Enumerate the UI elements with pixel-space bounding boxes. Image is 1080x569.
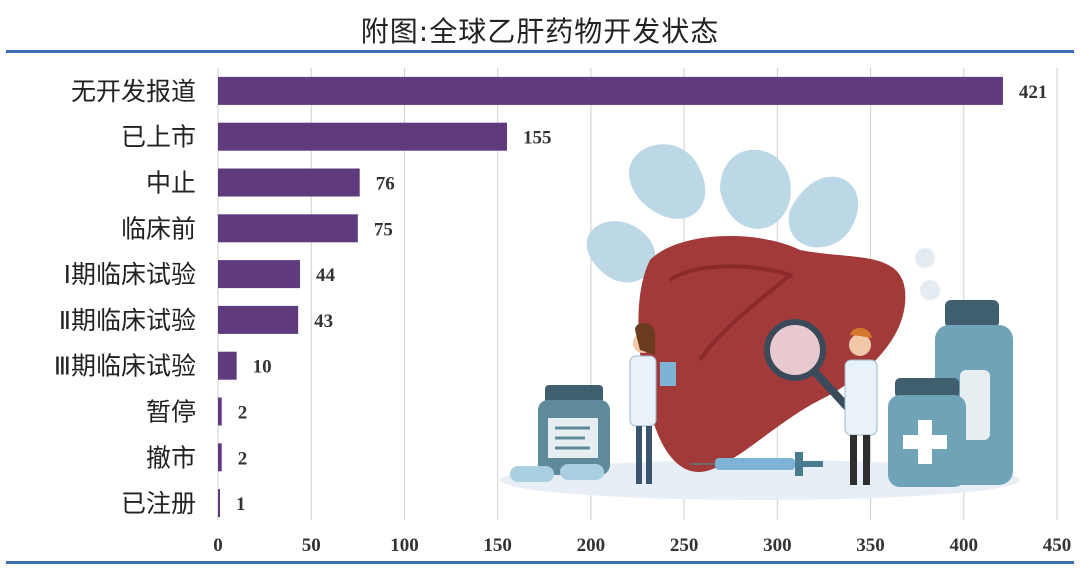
bottom-rule — [6, 561, 1074, 564]
x-tick-label: 450 — [1043, 535, 1072, 556]
category-label: 已上市 — [121, 123, 196, 152]
data-label: 2 — [238, 403, 248, 424]
x-tick-label: 400 — [950, 535, 979, 556]
magnifier-icon — [764, 319, 854, 414]
x-tick-label: 100 — [390, 535, 419, 556]
category-label: 已注册 — [121, 489, 196, 518]
data-label: 421 — [1019, 82, 1048, 103]
category-label: Ⅲ期临床试验 — [54, 352, 196, 381]
data-label: 44 — [316, 265, 336, 286]
data-label: 10 — [253, 357, 272, 378]
category-label: Ⅱ期临床试验 — [59, 306, 196, 335]
category-label: Ⅰ期临床试验 — [64, 260, 196, 289]
data-label: 1 — [236, 494, 246, 515]
bar — [218, 260, 301, 289]
doctor-icon — [629, 323, 676, 484]
bars — [218, 76, 1003, 518]
x-tick-label: 200 — [577, 535, 606, 556]
category-label: 暂停 — [146, 398, 196, 427]
data-label: 155 — [523, 128, 552, 149]
category-label: 中止 — [146, 169, 196, 198]
medicine-bottle-icon — [538, 385, 610, 475]
chart-title: 附图:全球乙肝药物开发状态 — [360, 15, 720, 48]
medicine-bottle-icon — [888, 378, 966, 487]
bar — [218, 351, 237, 380]
doctor-icon — [844, 327, 878, 485]
data-label: 76 — [376, 174, 395, 195]
bar — [218, 168, 360, 197]
category-label: 撤市 — [146, 443, 196, 472]
bar — [218, 122, 507, 151]
x-tick-label: 250 — [670, 535, 699, 556]
x-tick-label: 150 — [483, 535, 512, 556]
top-rule — [6, 50, 1074, 53]
pill-icon — [510, 248, 940, 482]
bar — [218, 305, 299, 334]
x-tick-labels: 0 50 100 150 200 250 300 350 400 450 — [213, 535, 1071, 556]
bar — [218, 489, 220, 518]
x-tick-label: 0 — [213, 535, 223, 556]
x-tick-label: 300 — [763, 535, 792, 556]
data-label: 2 — [238, 448, 248, 469]
x-tick-label: 50 — [302, 535, 321, 556]
data-label: 43 — [314, 311, 333, 332]
leaf-icon — [586, 144, 859, 283]
data-label: 75 — [374, 219, 393, 240]
bar — [218, 443, 222, 472]
category-label: 无开发报道 — [71, 77, 196, 106]
bar — [218, 397, 222, 426]
syringe-icon — [690, 452, 823, 476]
bar — [218, 76, 1003, 105]
value-labels: 421 155 76 75 44 43 10 2 2 1 — [236, 82, 1047, 515]
x-tick-label: 350 — [856, 535, 885, 556]
bar — [218, 214, 358, 243]
liver-illustration — [500, 144, 1020, 500]
category-label: 临床前 — [121, 214, 196, 243]
